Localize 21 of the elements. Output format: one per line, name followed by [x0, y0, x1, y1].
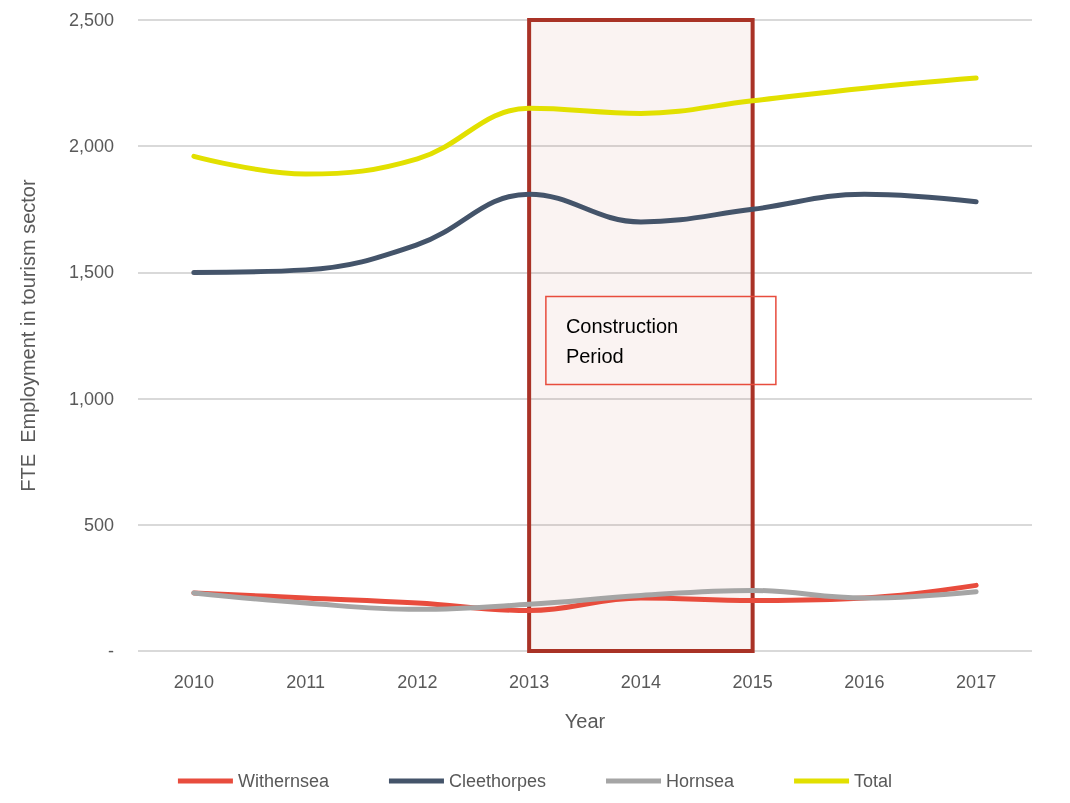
legend-label: Cleethorpes — [448, 771, 547, 791]
x-tick-label: 2012 — [397, 672, 438, 692]
y-tick-label: 1,500 — [68, 262, 114, 283]
y-tick-label: 500 — [83, 514, 114, 535]
x-tick-label: 2017 — [956, 672, 997, 692]
x-tick-label: 2011 — [286, 672, 325, 692]
y-tick-label: 2,500 — [68, 10, 114, 30]
band-label: Construction Period — [565, 314, 684, 367]
legend-label: Withernsea — [237, 771, 330, 791]
y-tick-label: 2,000 — [68, 136, 114, 157]
x-tick-label: 2016 — [844, 672, 885, 692]
x-tick-label: 2015 — [732, 672, 773, 692]
x-tick-label: 2014 — [620, 672, 661, 692]
y-axis-title: FTE Employment in tourism sector — [17, 179, 39, 492]
legend-label: Hornsea — [666, 771, 736, 791]
y-tick-label: - — [108, 641, 114, 661]
x-axis-title: Year — [564, 710, 606, 732]
legend-label: Total — [854, 771, 893, 791]
x-tick-label: 2010 — [173, 672, 214, 692]
y-tick-label: 1,000 — [68, 388, 114, 409]
x-tick-label: 2013 — [509, 672, 550, 692]
